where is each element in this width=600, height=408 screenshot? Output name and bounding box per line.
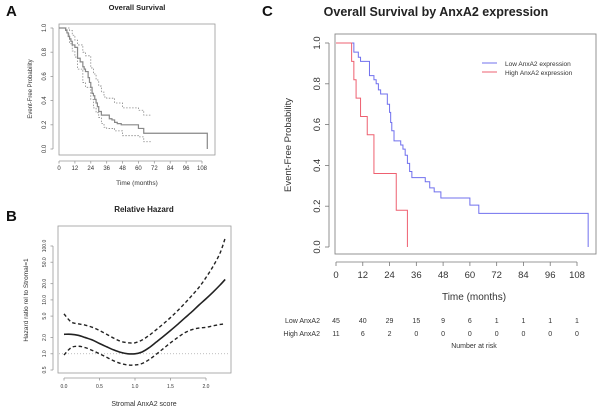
chart-b-x-tick-label: 2.0 [203, 384, 210, 390]
risk-cell-high: 0 [548, 331, 552, 338]
chart-b-x-tick-label: 1.5 [167, 384, 174, 390]
risk-cell-low: 40 [359, 318, 367, 325]
chart-b-x-tick-label: 0.0 [61, 384, 68, 390]
chart-c-y-tick-label: 0.2 [312, 200, 323, 213]
chart-a-y-tick-label: 1.0 [42, 23, 48, 32]
chart-a-series-estimate [59, 27, 208, 149]
panel-b-relative-hazard: Relative Hazard 0.0 0.5 1.0 1.5 2.0 0.5 1.0 2.0… [23, 205, 232, 408]
chart-a-x-tick-label: 0 [57, 166, 61, 172]
risk-cell-high: 0 [495, 331, 499, 338]
chart-a-ylabel: Event-Free Probability [28, 59, 34, 118]
risk-cell-low: 1 [575, 318, 579, 325]
risk-row-label-low: Low AnxA2 [285, 318, 320, 325]
chart-c-xlabel: Time (months) [442, 292, 506, 303]
panel-a-overall-survival: Overall Survival 0 12 24 36 48 60 72 84 96 108 0.0… [28, 3, 216, 187]
chart-c-x-tick-label: 96 [545, 270, 556, 281]
chart-a-x-tick-label: 60 [135, 166, 142, 172]
chart-a-x-tick-label: 12 [72, 166, 79, 172]
chart-c-legend: Low AnxA2 expression High AnxA2 expressi… [482, 61, 573, 77]
chart-a-series-lower-ci [59, 27, 152, 143]
chart-b-ylabel: Hazard ratio rel to Stromal=1 [23, 258, 30, 342]
risk-table-title: Number at risk [451, 343, 497, 350]
chart-b-title: Relative Hazard [114, 205, 174, 214]
chart-a-title: Overall Survival [109, 3, 166, 12]
chart-b-plot-box [57, 225, 232, 374]
risk-cell-low: 1 [548, 318, 552, 325]
chart-c-y-tick-label: 0.8 [312, 77, 323, 90]
chart-a-plot-box [58, 23, 216, 156]
chart-a-x-tick-label: 48 [119, 166, 126, 172]
chart-c-ylabel: Event-Free Probability [283, 98, 294, 192]
risk-cell-high: 6 [361, 331, 365, 338]
risk-cell-high: 2 [388, 331, 392, 338]
risk-table: Low AnxA2 High AnxA2 45 40 29 15 9 6 1 1 1 111 6 2 0… [283, 318, 579, 350]
chart-b-x-tick-label: 1.0 [132, 384, 139, 390]
chart-c-x-tick-label: 84 [518, 270, 529, 281]
risk-cell-low: 6 [468, 318, 472, 325]
risk-cell-low: 29 [386, 318, 394, 325]
chart-b-series-estimate [63, 278, 226, 355]
chart-b-y-tick-label: 20.0 [42, 279, 48, 289]
chart-b-y-tick-label: 50.0 [42, 257, 48, 267]
chart-c-x-tick-label: 60 [465, 270, 476, 281]
chart-a-y-tick-label: 0.6 [42, 72, 48, 81]
risk-cell-high: 0 [441, 331, 445, 338]
risk-cell-low: 9 [441, 318, 445, 325]
chart-b-series-lower-ci [63, 323, 226, 366]
chart-b-y-tick-label: 0.5 [42, 366, 48, 373]
panel-letter-c: C [262, 3, 273, 20]
chart-c-y-tick-label: 0.6 [312, 118, 323, 131]
chart-b-y-tick-label: 100.0 [42, 240, 48, 253]
chart-c-series-high [336, 42, 408, 247]
chart-a-y-tick-label: 0.4 [42, 96, 48, 105]
risk-cell-low: 1 [495, 318, 499, 325]
chart-a-y-tick-label: 0.8 [42, 47, 48, 56]
chart-b-xlabel: Stromal AnxA2 score [111, 401, 176, 408]
chart-a-x-tick-label: 96 [183, 166, 190, 172]
panel-letter-b: B [6, 208, 17, 225]
risk-cell-high: 0 [575, 331, 579, 338]
risk-row-label-high: High AnxA2 [283, 331, 320, 338]
chart-a-x-tick-label: 36 [103, 166, 110, 172]
chart-c-x-tick-label: 108 [569, 270, 585, 281]
chart-a-x-tick-label: 84 [167, 166, 174, 172]
chart-a-y-tick-label: 0.0 [42, 144, 48, 153]
chart-a-xlabel: Time (months) [116, 180, 158, 187]
chart-a-x-tick-label: 108 [197, 166, 208, 172]
chart-a-series-upper-ci [59, 27, 152, 116]
legend-label-low: Low AnxA2 expression [505, 61, 571, 68]
chart-c-x-tick-label: 24 [384, 270, 395, 281]
chart-b-x-tick-label: 0.5 [96, 384, 103, 390]
risk-cell-high: 11 [332, 331, 339, 338]
chart-c-y-tick-label: 1.0 [312, 36, 323, 49]
chart-b-y-tick-label: 2.0 [42, 334, 48, 341]
chart-a-x-tick-label: 24 [87, 166, 94, 172]
chart-a-x-tick-label: 72 [151, 166, 158, 172]
risk-cell-high: 0 [468, 331, 472, 338]
panel-c-survival-by-expression: Overall Survival by AnxA2 expression 0 12… [283, 5, 597, 350]
chart-c-x-tick-label: 12 [357, 270, 368, 281]
chart-c-y-tick-label: 0.0 [312, 240, 323, 253]
chart-c-series-low [336, 42, 589, 247]
chart-b-y-tick-label: 1.0 [42, 350, 48, 357]
panel-letter-a: A [6, 3, 17, 20]
risk-cell-high: 0 [521, 331, 525, 338]
chart-c-x-tick-label: 72 [491, 270, 502, 281]
chart-a-y-tick-label: 0.2 [42, 120, 48, 129]
chart-c-x-tick-label: 36 [411, 270, 422, 281]
risk-cell-high: 0 [414, 331, 418, 338]
chart-b-y-tick-label: 5.0 [42, 312, 48, 319]
chart-b-series-upper-ci [63, 237, 226, 344]
risk-cell-low: 1 [521, 318, 525, 325]
risk-cell-low: 45 [332, 318, 340, 325]
chart-c-plot-box [334, 33, 597, 255]
risk-cell-low: 15 [412, 318, 420, 325]
chart-c-x-tick-label: 0 [333, 270, 338, 281]
legend-label-high: High AnxA2 expression [505, 70, 573, 77]
chart-c-title: Overall Survival by AnxA2 expression [324, 5, 549, 19]
chart-b-y-tick-label: 10.0 [42, 295, 48, 305]
chart-c-y-tick-label: 0.4 [312, 159, 323, 172]
chart-c-x-tick-label: 48 [438, 270, 449, 281]
